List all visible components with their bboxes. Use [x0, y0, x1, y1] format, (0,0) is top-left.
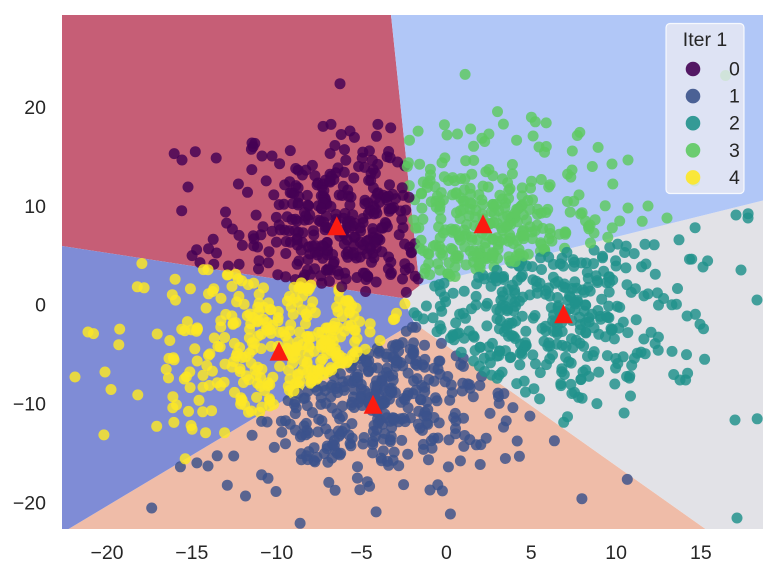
- svg-text:10: 10: [605, 542, 627, 564]
- svg-text:−20: −20: [13, 492, 46, 514]
- svg-text:0: 0: [35, 295, 46, 317]
- svg-text:−15: −15: [175, 542, 208, 564]
- svg-text:−10: −10: [260, 542, 293, 564]
- svg-text:Iter 1: Iter 1: [683, 29, 727, 51]
- svg-text:−10: −10: [13, 394, 46, 416]
- svg-text:5: 5: [526, 542, 537, 564]
- svg-text:2: 2: [729, 113, 740, 135]
- svg-text:1: 1: [729, 86, 740, 108]
- svg-text:15: 15: [690, 542, 712, 564]
- svg-text:4: 4: [729, 167, 740, 189]
- svg-text:−5: −5: [350, 542, 372, 564]
- svg-text:0: 0: [441, 542, 452, 564]
- svg-text:3: 3: [729, 140, 740, 162]
- svg-text:−20: −20: [90, 542, 123, 564]
- svg-text:20: 20: [24, 97, 46, 119]
- svg-text:0: 0: [729, 59, 740, 81]
- svg-text:10: 10: [24, 196, 46, 218]
